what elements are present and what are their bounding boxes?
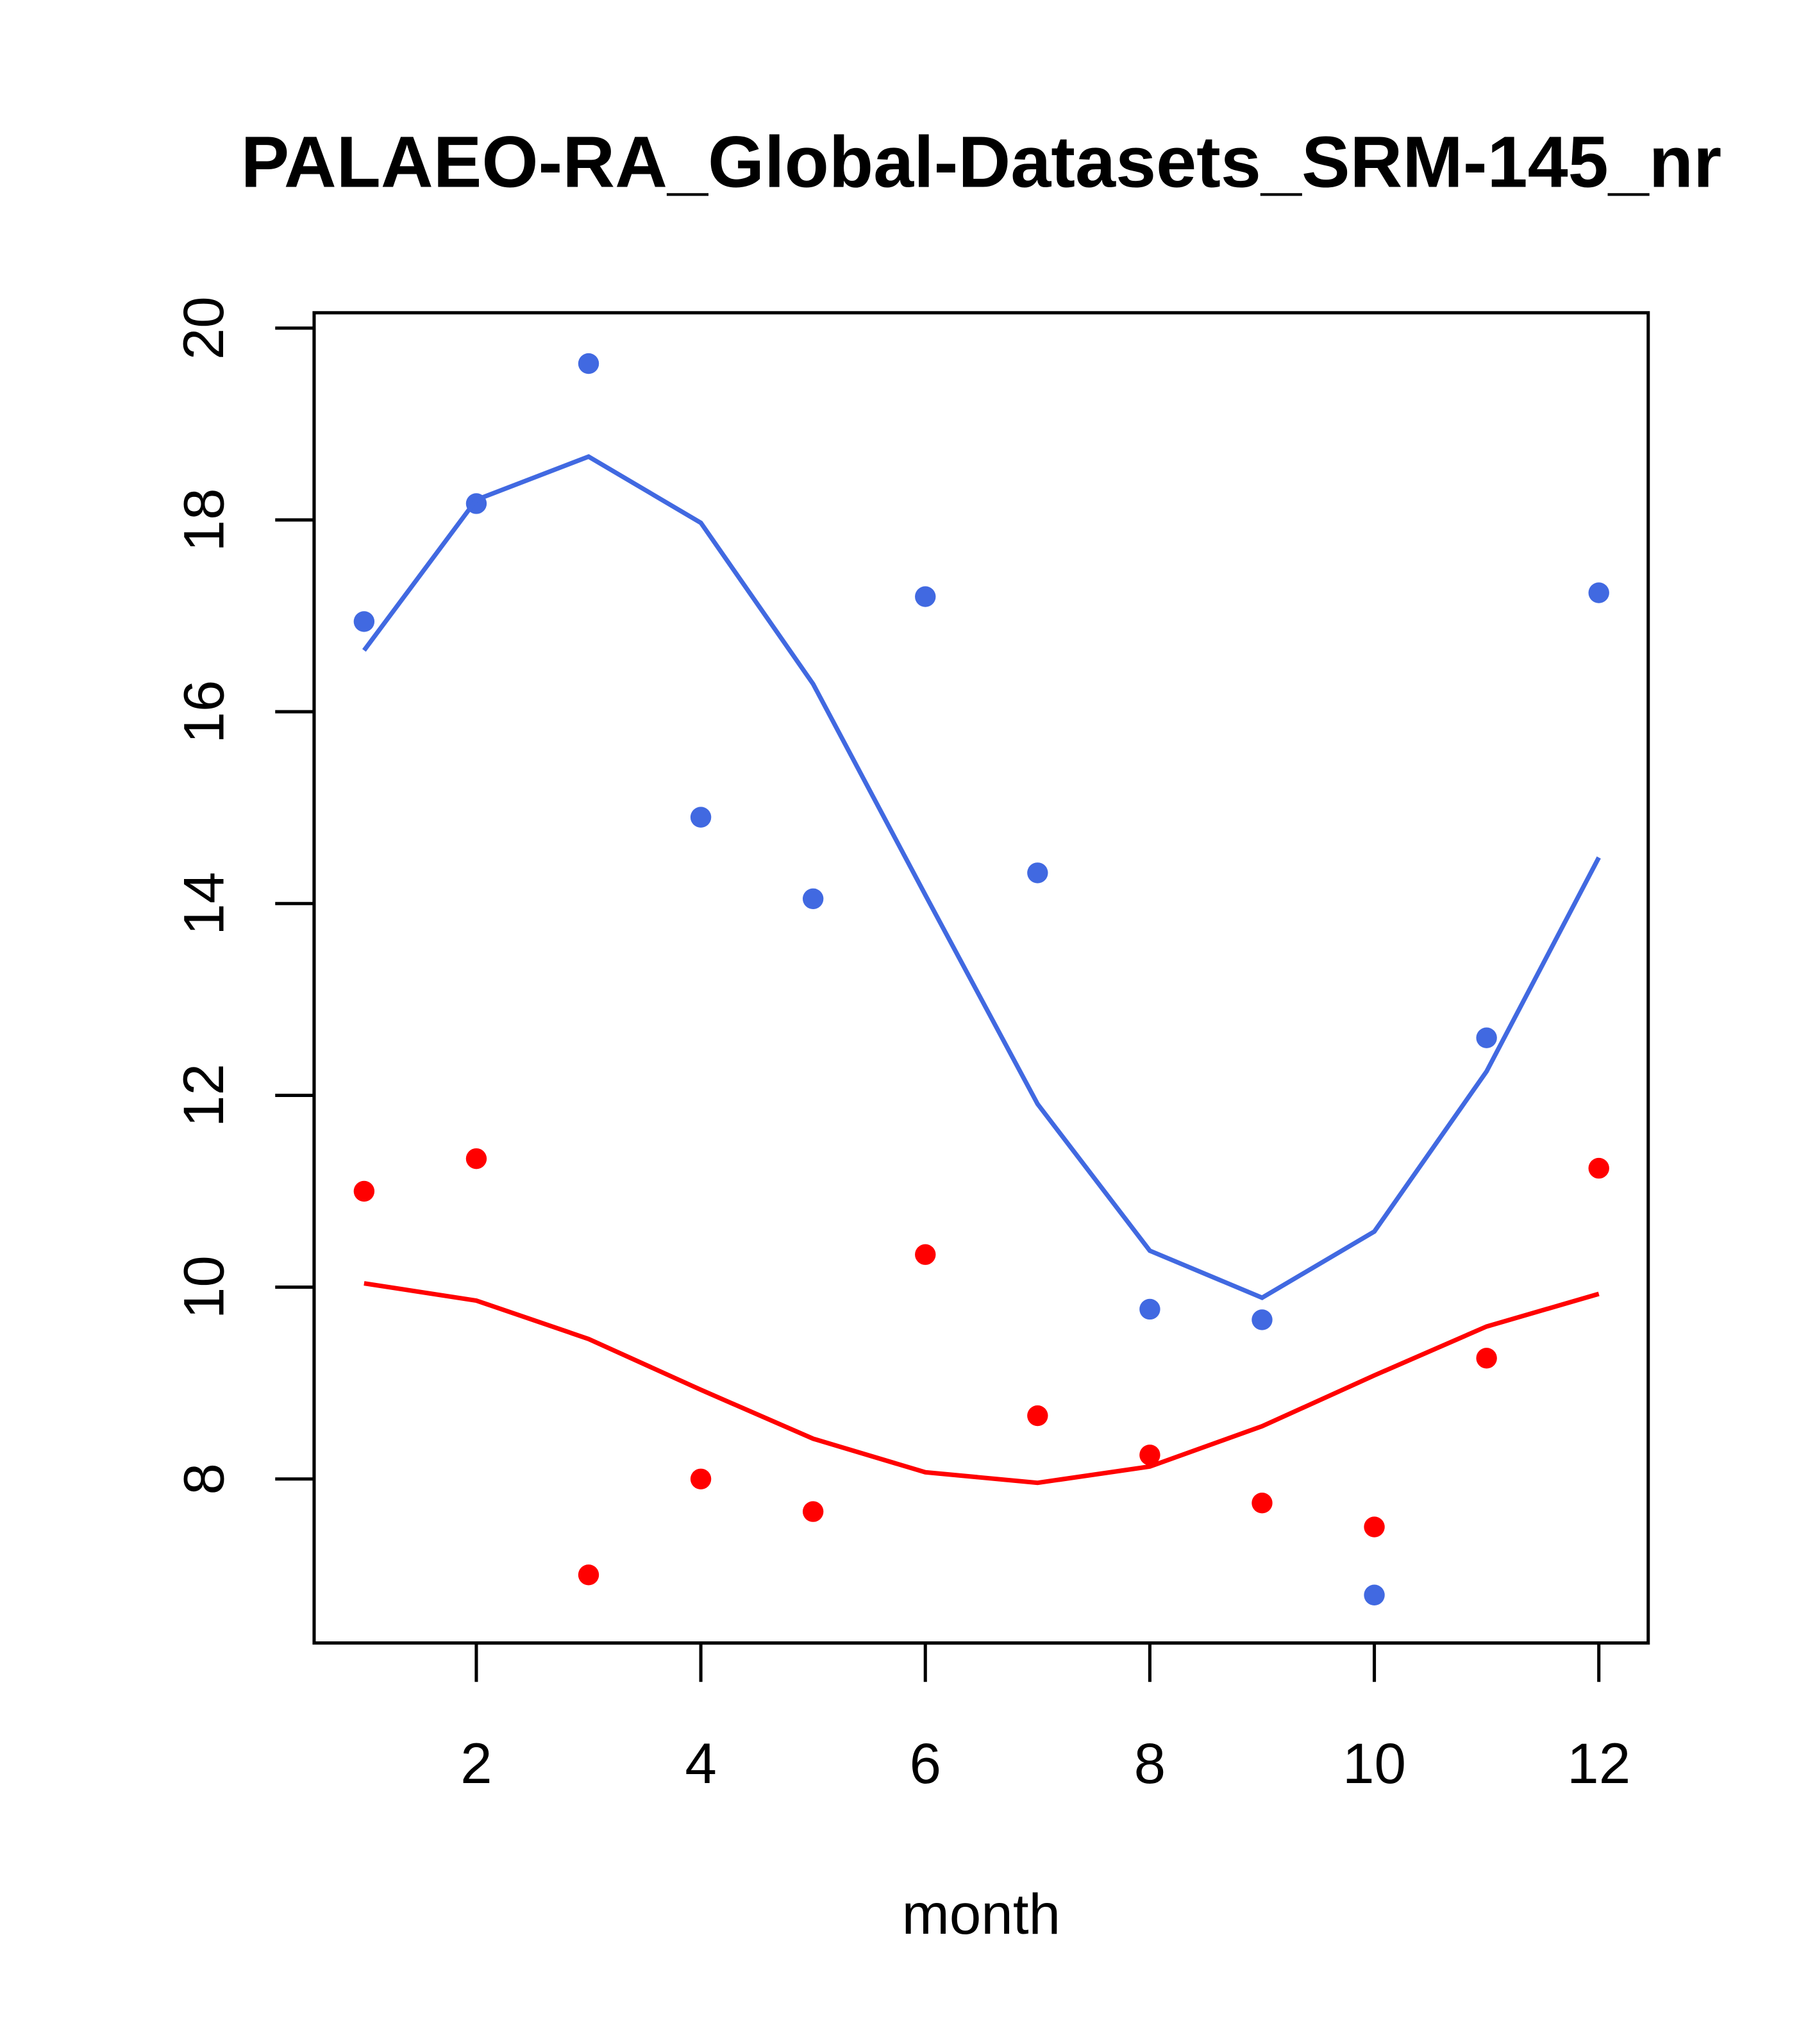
blue-points-point: [1364, 1584, 1385, 1605]
y-tick-label: 16: [171, 680, 235, 744]
plot-marks: [353, 353, 1609, 1605]
red-points-point: [1027, 1405, 1048, 1427]
x-axis: 2 4 6 8 10 12: [460, 1641, 1630, 1795]
blue-points-point: [690, 807, 712, 828]
blue-points-point: [1476, 1027, 1497, 1048]
red-points-point: [802, 1501, 824, 1522]
blue-points-point: [915, 586, 936, 607]
blue-fit-line: [362, 454, 1601, 1300]
y-tick-label: 12: [171, 1064, 235, 1127]
y-tick-label: 14: [171, 872, 235, 935]
x-tick-label: 10: [1343, 1731, 1406, 1795]
chart-title: PALAEO-RA_Global-Datasets_SRM-145_nr: [241, 121, 1721, 203]
x-tick-label: 6: [909, 1731, 941, 1795]
red-fit-line: [364, 1281, 1600, 1486]
red-points-point: [465, 1148, 487, 1169]
red-points-point: [1476, 1348, 1497, 1369]
red-points-point: [353, 1180, 375, 1202]
blue-points-point: [1588, 582, 1609, 603]
blue-points-point: [1139, 1298, 1160, 1320]
red-points-point: [1364, 1516, 1385, 1537]
blue-points-point: [353, 611, 375, 632]
y-tick-label: 10: [171, 1255, 235, 1319]
blue-points-point: [578, 353, 599, 374]
x-axis-label: month: [902, 1882, 1061, 1946]
y-axis: 8 10 12 14 16 18 20: [171, 296, 316, 1495]
x-tick-label: 2: [460, 1731, 492, 1795]
x-tick-label: 4: [685, 1731, 717, 1795]
y-tick-label: 18: [171, 488, 235, 551]
blue-points-point: [802, 888, 824, 909]
red-points-point: [690, 1468, 712, 1489]
x-tick-label: 12: [1567, 1731, 1630, 1795]
blue-points-point: [1027, 862, 1048, 884]
red-points-point: [1252, 1492, 1273, 1514]
y-tick-label: 8: [171, 1463, 235, 1495]
x-tick-label: 8: [1134, 1731, 1166, 1795]
red-points-point: [915, 1244, 936, 1265]
y-tick-label: 20: [171, 296, 235, 360]
blue-points-point: [1252, 1309, 1273, 1330]
plot-frame: [312, 311, 1650, 1645]
red-points-point: [578, 1564, 599, 1586]
red-points-point: [1588, 1157, 1609, 1179]
red-points-point: [1139, 1445, 1160, 1466]
